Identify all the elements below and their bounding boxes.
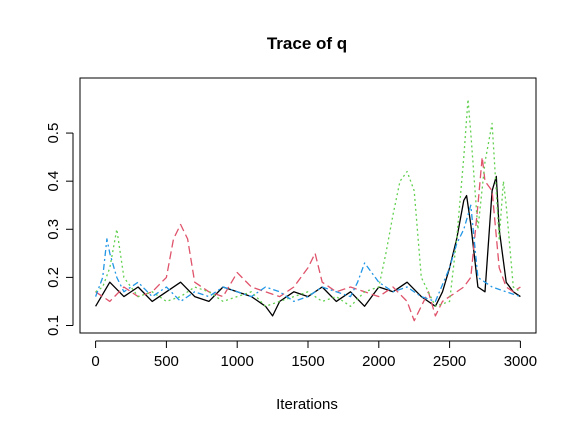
y-tick-label: 0.1 [45, 315, 62, 336]
y-tick-label: 0.5 [45, 123, 62, 144]
series-line-2 [95, 156, 521, 322]
series-line-1 [95, 175, 521, 317]
y-tick-label: 0.3 [45, 219, 62, 240]
chart-title: Trace of q [267, 34, 347, 53]
x-axis-label: Iterations [276, 396, 338, 413]
x-axis: 0 500 1000 1500 2000 2500 3000 [91, 340, 537, 370]
plot-frame [79, 77, 537, 334]
x-tick-label: 2000 [362, 353, 395, 370]
x-tick-label: 0 [91, 353, 99, 370]
x-tick-label: 2500 [433, 353, 466, 370]
x-tick-label: 1500 [291, 353, 324, 370]
x-tick-label: 1000 [221, 353, 254, 370]
x-tick-label: 500 [154, 353, 179, 370]
x-tick-label: 3000 [504, 353, 537, 370]
series-line-4 [94, 204, 521, 303]
y-tick-label: 0.2 [45, 267, 62, 288]
y-tick-label: 0.4 [45, 171, 62, 192]
y-axis: 0.1 0.2 0.3 0.4 0.5 [45, 123, 74, 336]
series-layer [94, 98, 521, 322]
series-line-3 [95, 98, 521, 307]
